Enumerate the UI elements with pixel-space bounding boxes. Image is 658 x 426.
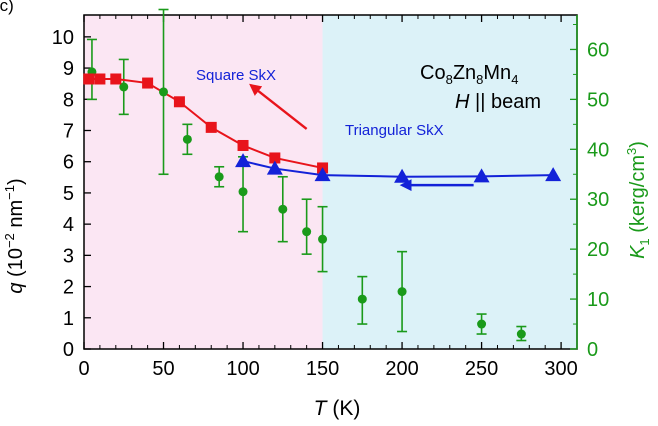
k1-point — [159, 87, 169, 97]
k1-point — [278, 204, 288, 214]
triangular-point — [314, 167, 331, 182]
compound-b-sub: 8 — [476, 72, 483, 87]
field-italic: H — [455, 91, 470, 113]
y-left-rest2: nm — [5, 200, 27, 233]
square-point — [237, 139, 249, 151]
x-tick-label: 50 — [152, 358, 174, 380]
square-arrow — [249, 83, 308, 130]
y-left-tick-label: 8 — [63, 89, 74, 111]
y-right-axis-label: K1 (kerg/cm3) — [624, 141, 652, 259]
x-axis-label-italic: T — [314, 397, 329, 420]
compound-c: Mn — [483, 62, 511, 84]
x-tick-label: 200 — [385, 358, 418, 380]
y-right-rest: (kerg/cm — [627, 155, 649, 238]
y-right-rest2: ) — [627, 141, 649, 148]
y-left-tick-label: 7 — [63, 120, 74, 142]
y-right-tick-label: 0 — [587, 339, 598, 361]
triangular-skx-label: Triangular SkX — [345, 122, 444, 139]
y-right-tick-label: 40 — [587, 139, 609, 161]
k1-point — [516, 329, 526, 339]
y-left-tick-label: 10 — [52, 27, 74, 49]
triangular-point — [266, 160, 283, 175]
x-tick-label: 100 — [226, 358, 259, 380]
compound-a: Co — [420, 62, 446, 84]
x-tick-label: 150 — [306, 358, 339, 380]
y-right-sup: 3 — [624, 148, 639, 155]
y-right-tick-label: 10 — [587, 289, 609, 311]
compound-c-sub: 4 — [511, 72, 518, 87]
label-layer: 0 50 100 150 200 250 3000123456789100102030405… — [52, 27, 610, 380]
y-right-italic: K — [627, 244, 649, 259]
square-point — [269, 152, 281, 164]
k1-point — [119, 82, 129, 92]
compound-a-sub: 8 — [446, 72, 453, 87]
k1-point — [302, 227, 312, 237]
square-point — [205, 121, 217, 133]
y-left-tick-label: 4 — [63, 214, 74, 236]
x-tick-label: 300 — [544, 358, 577, 380]
panel-tag: (c) — [0, 0, 14, 15]
square-point — [110, 73, 122, 85]
x-axis-label: T (K) — [314, 397, 361, 420]
y-left-tick-label: 1 — [63, 308, 74, 330]
square-point — [83, 73, 95, 85]
triangular-series-line — [242, 160, 554, 178]
k1-point — [477, 319, 487, 329]
square-point — [173, 96, 185, 108]
y-right-tick-label: 30 — [587, 189, 609, 211]
y-left-tick-label: 3 — [63, 245, 74, 267]
y-left-rest3: ) — [5, 178, 27, 185]
k1-point — [214, 172, 224, 182]
y-left-italic: q — [5, 283, 27, 294]
y-left-sup2: −1 — [2, 185, 17, 200]
y-left-tick-label: 6 — [63, 152, 74, 174]
y-left-tick-label: 5 — [63, 183, 74, 205]
triangular-point — [473, 168, 490, 183]
y-right-sub: 1 — [637, 238, 652, 245]
k1-point — [397, 287, 407, 297]
y-left-tick-label: 0 — [63, 339, 74, 361]
triangular-point — [235, 153, 252, 168]
x-axis-label-rest: (K) — [327, 397, 361, 420]
region-square — [84, 15, 323, 349]
k1-point — [357, 294, 367, 304]
y-left-rest: (10 — [5, 248, 27, 282]
square-point — [142, 77, 154, 89]
y-right-tick-label: 60 — [587, 39, 609, 61]
y-left-tick-label: 9 — [63, 58, 74, 80]
region-triangular — [322, 15, 577, 349]
triangular-point — [545, 167, 562, 182]
y-right-tick-label: 20 — [587, 239, 609, 261]
axis-layer — [83, 14, 578, 350]
compound-b: Zn — [453, 62, 476, 84]
y-left-tick-label: 2 — [63, 277, 74, 299]
y-right-tick-label: 50 — [587, 89, 609, 111]
field-label: H || beam — [455, 91, 541, 113]
y-left-sup: −2 — [2, 233, 17, 248]
square-point — [94, 73, 106, 85]
square-skx-label: Square SkX — [196, 67, 276, 84]
k1-point — [182, 134, 192, 144]
x-tick-label: 250 — [465, 358, 498, 380]
compound-label: Co8Zn8Mn4 — [420, 62, 518, 87]
field-rest: || beam — [469, 91, 541, 113]
x-tick-label: 0 — [78, 358, 89, 380]
y-left-axis-label: q (10−2 nm−1) — [2, 178, 27, 293]
marker-layer — [83, 67, 562, 339]
k1-point — [318, 234, 328, 244]
k1-point — [238, 187, 248, 197]
